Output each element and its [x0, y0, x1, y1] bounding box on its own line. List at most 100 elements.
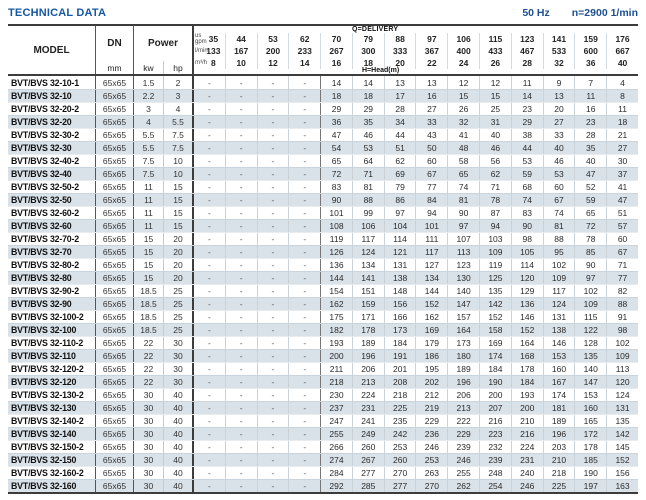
head-empty-cell: -	[224, 259, 257, 271]
head-values-area: - - - -274 267 260 253 246 239 231 210 185 152	[192, 454, 638, 466]
head-value-cell: 246	[447, 454, 479, 466]
head-empty-cell: -	[256, 389, 289, 401]
head-empty-cell: -	[288, 402, 320, 414]
head-value-cell: 85	[574, 246, 606, 258]
head-value-cell: 184	[383, 337, 416, 349]
head-empty-cell: -	[207, 364, 211, 374]
head-empty-cell: -	[288, 181, 320, 193]
head-value-cell: 174	[479, 350, 511, 362]
head-value-cell: 113	[447, 246, 479, 258]
head-empty-cell: -	[288, 168, 320, 180]
head-empty-cell: -	[288, 480, 320, 492]
head-value-cell: 128	[574, 337, 606, 349]
delivery-title: Q=DELIVERY	[352, 26, 399, 33]
head-value-cell: 142	[479, 298, 511, 310]
head-value-cell: 159	[351, 298, 384, 310]
head-value-cell: 222	[447, 415, 479, 427]
flow-value: 176	[615, 34, 630, 44]
dn-cell: 65x65	[96, 285, 134, 297]
kw-cell: 18.5	[134, 285, 164, 297]
hp-cell: 30	[173, 338, 183, 348]
head-values-area: - - - -154 151 148 144 140 135 129 117 102 82	[192, 285, 638, 297]
head-value-cell: 18	[606, 116, 638, 128]
head-value-cell: 81	[447, 194, 479, 206]
head-value-cell: 253	[415, 454, 447, 466]
head-value-cell: 263	[415, 467, 447, 479]
head-empty-cell: -	[256, 376, 289, 388]
head-value-cell: 27	[415, 103, 447, 115]
head-values-area: - - - -247 241 235 229 222 216 210 189 165 135	[192, 415, 638, 427]
flow-value-cell: 233	[288, 45, 320, 57]
table-row: BVT/BVS 32-160-2 65x65 30 40- - - -284 277 270 26…	[8, 466, 638, 479]
head-value-cell: 60	[606, 233, 638, 245]
flow-value-cell: 159	[574, 33, 606, 45]
head-empty-cell: -	[207, 455, 211, 465]
table-row: BVT/BVS 32-110-2 65x65 22 30- - - -193 189 184 17…	[8, 336, 638, 349]
head-value-cell: 119	[479, 259, 511, 271]
head-empty-cell: -	[207, 286, 211, 296]
flow-value-cell: 167	[224, 45, 257, 57]
model-cell: BVT/BVS 32-110-2	[8, 337, 96, 349]
hp-cell: 25	[173, 299, 183, 309]
head-value-cell: 185	[574, 454, 606, 466]
dn-column-header: DN mm	[96, 26, 134, 74]
head-value-cell: 169	[479, 337, 511, 349]
head-value-cell: 236	[415, 428, 447, 440]
head-value-cell: 162	[415, 311, 447, 323]
flow-value: 20	[395, 58, 405, 68]
head-value-cell: 88	[606, 298, 638, 310]
head-value-cell: 43	[415, 129, 447, 141]
head-values-area: - - - -90 88 86 84 81 78 74 67 59 47	[192, 194, 638, 206]
table-row: BVT/BVS 32-20-2 65x65 3 4- - - -29 29 28 27 26 25 23…	[8, 102, 638, 115]
head-value-cell: 123	[447, 259, 479, 271]
head-value-cell: 114	[383, 233, 416, 245]
head-value-cell: 53	[351, 142, 384, 154]
head-value-cell: 9	[542, 76, 575, 89]
head-value-cell: 262	[447, 480, 479, 492]
head-value-cell: 74	[447, 181, 479, 193]
dn-cell: 65x65	[96, 207, 134, 219]
head-value-cell: 213	[351, 376, 384, 388]
flow-value: 123	[520, 34, 535, 44]
head-value-cell: 117	[542, 285, 575, 297]
head-empty-cell: -	[256, 480, 289, 492]
head-value-cell: 79	[383, 181, 416, 193]
head-value-cell: 129	[510, 285, 543, 297]
head-empty-cell: -	[288, 272, 320, 284]
head-empty-cell: -	[207, 234, 211, 244]
flow-value-cell: 97	[415, 33, 447, 45]
head-value-cell: 172	[574, 428, 606, 440]
head-value-cell: 99	[351, 207, 384, 219]
model-cell: BVT/BVS 32-100-2	[8, 311, 96, 323]
head-value-cell: 164	[447, 324, 479, 336]
head-value-cell: 47	[606, 194, 638, 206]
head-title: H=Head(m)	[362, 67, 400, 74]
hp-cell: 10	[173, 156, 183, 166]
head-empty-cell: -	[207, 481, 211, 491]
head-empty-cell: -	[256, 402, 289, 414]
table-header: MODEL DN mm Power kw hp Q=DELIVERY us gp…	[8, 24, 638, 76]
head-value-cell: 59	[510, 168, 543, 180]
model-cell: BVT/BVS 32-120-2	[8, 363, 96, 375]
head-value-cell: 178	[510, 363, 543, 375]
head-value-cell: 248	[479, 467, 511, 479]
flow-unit-row: l/min 133 167 200 233 267 300 333 367 400 433 467 53…	[194, 45, 638, 57]
head-empty-cell: -	[256, 272, 289, 284]
head-value-cell: 33	[415, 116, 447, 128]
head-value-cell: 203	[542, 441, 575, 453]
head-value-cell: 169	[415, 324, 447, 336]
head-empty-cell: -	[207, 351, 211, 361]
head-values-area: - - - -237 231 225 219 213 207 200 181 160 131	[192, 402, 638, 414]
head-empty-cell: -	[224, 233, 257, 245]
head-value-cell: 46	[542, 155, 575, 167]
head-empty-cell: -	[224, 285, 257, 297]
head-empty-cell: -	[256, 142, 289, 154]
head-value-cell: 88	[542, 233, 575, 245]
head-value-cell: 41	[447, 129, 479, 141]
flow-value-cell: 22	[415, 57, 447, 69]
table-row: BVT/BVS 32-100 65x65 18.5 25- - - -182 178 173 16…	[8, 323, 638, 336]
head-empty-cell: -	[224, 467, 257, 479]
head-values-area: - - - -218 213 208 202 196 190 184 167 147 120	[192, 376, 638, 388]
head-empty-cell: -	[256, 129, 289, 141]
hp-cell: 40	[173, 468, 183, 478]
